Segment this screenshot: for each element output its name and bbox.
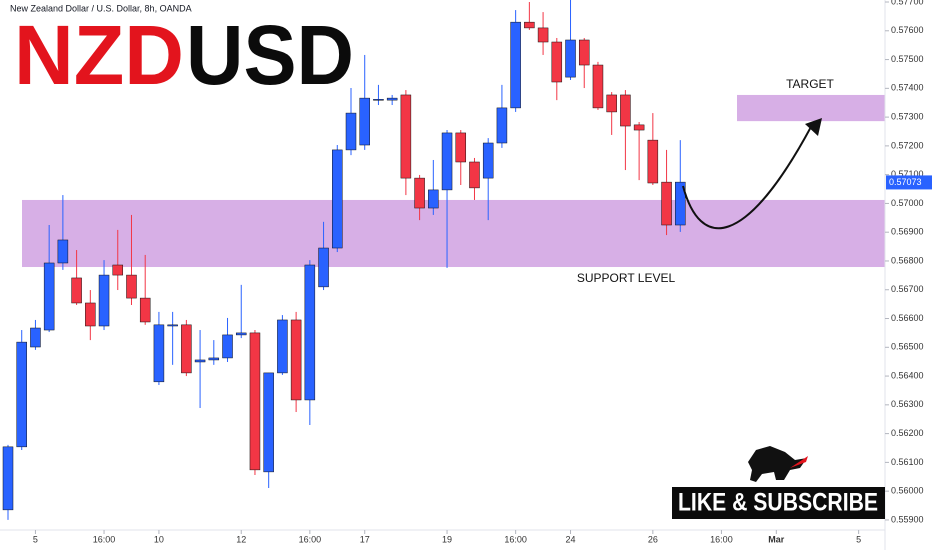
last-price-label: 0.57073: [889, 177, 922, 187]
candle-body: [85, 302, 96, 327]
y-tick-label: 0.56400: [891, 370, 924, 380]
candle-body: [469, 161, 480, 189]
candle-body: [332, 149, 343, 249]
x-tick-label: 16:00: [504, 534, 527, 544]
candle-body: [373, 99, 384, 101]
y-tick-label: 0.57500: [891, 54, 924, 64]
candle-body: [524, 21, 535, 29]
candle-body: [359, 97, 370, 146]
candle-body: [565, 39, 576, 78]
header: New Zealand Dollar / U.S. Dollar, 8h, OA…: [10, 3, 192, 13]
x-tick-label: 12: [236, 534, 246, 544]
candle-body: [16, 341, 27, 448]
candle-body: [455, 132, 467, 163]
zone-label: TARGET: [786, 77, 834, 91]
candle-body: [235, 332, 247, 336]
candle-body: [57, 239, 69, 264]
badge-bg: [672, 487, 885, 519]
y-tick-label: 0.57400: [891, 83, 924, 93]
candle-body: [606, 94, 617, 113]
candle-body: [222, 334, 233, 359]
zone: [737, 94, 885, 122]
candle-body: [98, 274, 110, 327]
x-tick-label: 5: [33, 534, 38, 544]
candle-body: [304, 264, 316, 401]
x-tick-label: 10: [154, 534, 164, 544]
candle-body: [675, 181, 686, 226]
candle-body: [153, 324, 165, 383]
badge: LIKE & SUBSCRIBE: [678, 489, 878, 517]
x-tick-label: 24: [566, 534, 576, 544]
title: NZD USD: [13, 7, 356, 104]
candle-body: [194, 359, 206, 363]
bull-icon: [748, 446, 808, 482]
candle-body: [43, 262, 55, 331]
candle-body: [290, 319, 302, 401]
x-tick-label: 16:00: [299, 534, 322, 544]
candle-body: [263, 372, 274, 473]
candle-body: [318, 247, 329, 288]
x-tick-label: Mar: [768, 534, 785, 544]
zone: [22, 199, 885, 268]
x-tick-label: 19: [442, 534, 452, 544]
title-part: NZD: [14, 8, 184, 102]
candle-body: [71, 277, 82, 304]
x-tick-label: 16:00: [93, 534, 116, 544]
x-tick-label: 5: [856, 534, 861, 544]
candle-body: [139, 297, 151, 323]
y-tick-label: 0.56200: [891, 428, 924, 438]
y-tick-label: 0.56600: [891, 313, 924, 323]
candle-body: [441, 132, 453, 191]
y-tick-label: 0.57000: [891, 198, 924, 208]
projection-arrow: [682, 124, 813, 230]
x-tick-label: 26: [648, 534, 658, 544]
y-tick-label: 0.56900: [891, 227, 924, 237]
candle-body: [482, 142, 494, 179]
y-tick-label: 0.56500: [891, 342, 924, 352]
y-tick-label: 0.56300: [891, 399, 924, 409]
y-tick-label: 0.55900: [891, 514, 924, 524]
candle-body: [537, 27, 549, 43]
candle-body: [414, 177, 425, 209]
arrow-head: [805, 118, 822, 136]
y-tick-label: 0.56800: [891, 255, 924, 265]
y-tick-label: 0.57100: [891, 169, 924, 179]
candle-body: [345, 112, 357, 151]
candle-body: [112, 264, 124, 276]
candle-body: [400, 94, 412, 179]
candle-body: [661, 181, 672, 226]
candle-body: [496, 107, 508, 144]
candle-body: [30, 327, 41, 348]
candle-body: [249, 332, 261, 471]
y-tick-label: 0.56100: [891, 457, 924, 467]
y-tick-label: 0.57200: [891, 140, 924, 150]
y-tick-label: 0.57700: [891, 0, 924, 6]
candle-body: [167, 324, 178, 327]
candle-body: [620, 94, 631, 127]
title-part: USD: [186, 8, 354, 102]
y-tick-label: 0.57600: [891, 25, 924, 35]
y-tick-label: 0.56700: [891, 284, 924, 294]
candle-body: [2, 446, 14, 511]
candle-body: [126, 274, 137, 299]
candle-body: [551, 41, 563, 83]
candle-body: [633, 124, 645, 131]
y-tick-label: 0.57300: [891, 111, 924, 121]
y-tick-label: 0.56000: [891, 486, 924, 496]
candle-body: [208, 357, 220, 361]
candle-body: [428, 189, 439, 209]
candle-body: [386, 97, 398, 101]
x-tick-label: 16:00: [710, 534, 733, 544]
candle-body: [277, 319, 288, 374]
candle-body: [181, 324, 192, 374]
candle-body: [510, 21, 521, 109]
candle-body: [592, 64, 604, 109]
candle-body: [647, 139, 659, 184]
last-price-box: [886, 175, 932, 190]
zone-label: SUPPORT LEVEL: [577, 271, 676, 285]
candle-body: [578, 39, 590, 66]
x-tick-label: 17: [360, 534, 370, 544]
